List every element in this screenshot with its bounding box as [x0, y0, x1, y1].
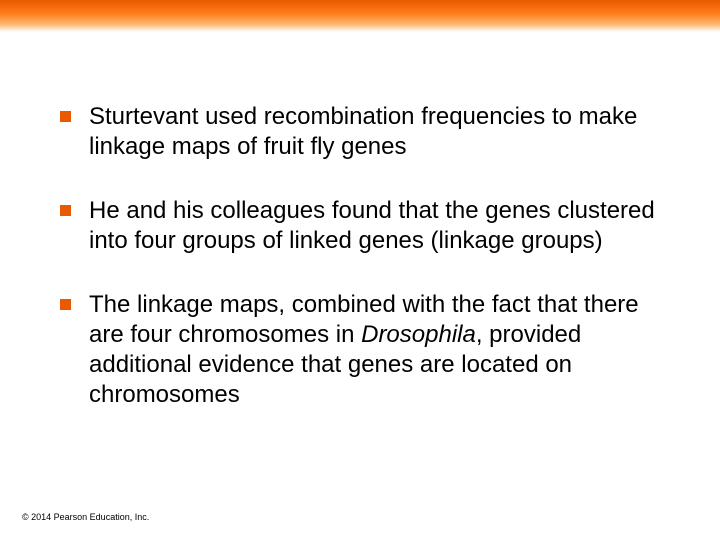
bullet-item: The linkage maps, combined with the fact…: [60, 290, 660, 410]
bullet-item: Sturtevant used recombination frequencie…: [60, 102, 660, 162]
header-gradient-bar: [0, 0, 720, 32]
bullet-text: The linkage maps, combined with the fact…: [89, 290, 660, 410]
bullet-text: He and his colleagues found that the gen…: [89, 196, 660, 256]
bullet-text-pre: He and his colleagues found that the gen…: [89, 197, 655, 254]
copyright-footer: © 2014 Pearson Education, Inc.: [22, 512, 149, 522]
bullet-item: He and his colleagues found that the gen…: [60, 196, 660, 256]
bullet-text-italic: Drosophila: [361, 321, 476, 348]
bullet-text-pre: Sturtevant used recombination frequencie…: [89, 103, 637, 160]
square-bullet-icon: [60, 111, 71, 122]
square-bullet-icon: [60, 299, 71, 310]
bullet-text: Sturtevant used recombination frequencie…: [89, 102, 660, 162]
slide-content: Sturtevant used recombination frequencie…: [0, 32, 720, 410]
square-bullet-icon: [60, 205, 71, 216]
